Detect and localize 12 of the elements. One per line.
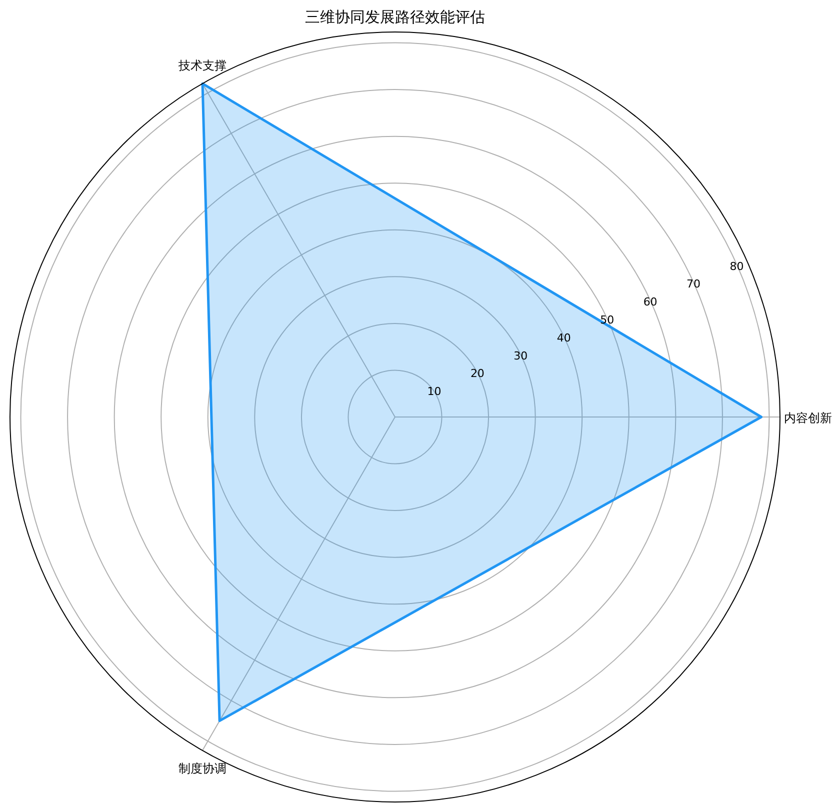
spoke-label: 内容创新 (784, 411, 832, 425)
y-tick-label: 10 (427, 385, 442, 398)
y-tick-label: 60 (643, 296, 658, 309)
y-tick-label: 80 (730, 260, 744, 273)
spoke-label: 技术支撑 (178, 58, 226, 73)
y-tick-label: 70 (686, 278, 701, 291)
y-tick-label: 50 (600, 313, 614, 326)
y-tick-label: 30 (514, 349, 528, 362)
y-tick-label: 20 (470, 367, 484, 380)
spoke-label: 制度协调 (178, 761, 226, 776)
chart-title: 三维协同发展路径效能评估 (305, 8, 485, 26)
y-tick-label: 40 (556, 331, 571, 344)
